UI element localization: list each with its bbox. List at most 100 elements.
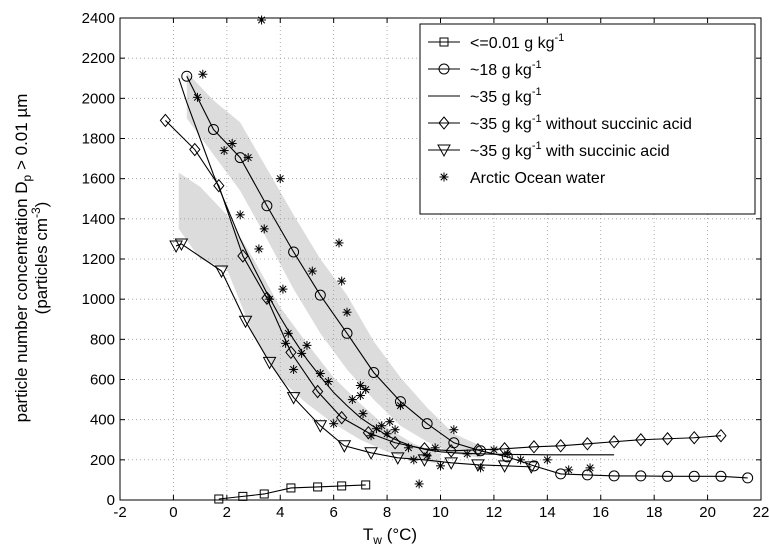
data-point: [742, 472, 754, 484]
data-point: [366, 431, 376, 441]
y-axis-label-line2: (particles cm-3): [29, 202, 51, 315]
data-point: [581, 436, 594, 451]
y-tick-label: 0: [107, 492, 115, 509]
x-tick-label: 2: [223, 504, 231, 521]
data-point: [358, 409, 368, 419]
data-point: [422, 451, 432, 461]
data-point: [635, 432, 647, 447]
y-tick-label: 1200: [82, 251, 115, 268]
y-tick-label: 400: [90, 412, 115, 429]
data-point: [414, 479, 424, 489]
data-point: [323, 377, 333, 387]
x-tick-label: 10: [432, 504, 449, 521]
data-point: [449, 425, 459, 435]
legend-box: [419, 23, 756, 215]
y-tick-label: 2400: [82, 10, 115, 27]
data-point: [661, 431, 674, 446]
data-point: [715, 470, 727, 482]
legend: <=0.01 g kg-1 ~18 g kg-1 ~35 g kg-1 ~35 g k…: [419, 23, 756, 215]
data-point: [585, 463, 595, 473]
data-point: [385, 417, 395, 427]
y-tick-label: 1800: [82, 131, 115, 148]
data-point: [524, 461, 539, 474]
data-point: [445, 444, 457, 458]
data-point: [207, 123, 219, 135]
data-point: [555, 468, 567, 480]
data-point: [307, 266, 317, 276]
data-point: [192, 92, 202, 102]
data-point: [688, 470, 700, 482]
data-point: [286, 483, 296, 493]
axis-ticks: [119, 17, 762, 501]
legend-item: <=0.01 g kg-1: [428, 32, 564, 52]
data-point: [389, 435, 401, 450]
data-point: [364, 447, 378, 460]
x-tick-labels: -2 0 2 4 6 8 10 12 14 16 18 20 22: [113, 504, 769, 521]
data-point: [262, 356, 277, 370]
x-tick-label: 14: [539, 504, 556, 521]
data-point: [281, 338, 291, 348]
x-tick-label: 0: [169, 504, 177, 521]
data-point: [169, 240, 183, 253]
data-point: [213, 178, 225, 193]
series-line: [218, 484, 366, 500]
y-tick-label: 2000: [82, 90, 115, 107]
x-tick-label: 22: [753, 504, 769, 521]
data-point: [198, 69, 208, 79]
legend-marker: [439, 37, 449, 47]
data-point: [288, 246, 300, 258]
data-point: [608, 470, 620, 482]
data-point: [715, 428, 727, 443]
data-point: [334, 238, 344, 248]
data-point: [377, 421, 387, 431]
data-point: [289, 364, 299, 374]
x-tick-label: 4: [276, 504, 284, 521]
data-point: [313, 420, 328, 433]
data-point: [311, 384, 324, 399]
shaded-band-2: [178, 172, 441, 464]
data-point: [275, 174, 285, 184]
x-tick-label: 20: [699, 504, 716, 521]
data-point: [497, 460, 512, 473]
y-tick-labels: 0 200 400 600 800 1000 1200 1400 1600 1800 2000 220…: [82, 10, 115, 509]
data-point: [475, 445, 487, 457]
shaded-band-1: [186, 72, 481, 458]
data-point: [472, 443, 484, 457]
data-point: [254, 244, 264, 254]
data-point: [444, 457, 459, 470]
data-point: [390, 425, 400, 435]
data-point: [361, 385, 371, 395]
data-point: [243, 153, 253, 163]
data-point: [278, 284, 288, 294]
data-point: [261, 200, 273, 212]
data-point: [355, 391, 365, 401]
data-point: [329, 419, 339, 429]
data-point: [337, 276, 347, 286]
legend-marker: [437, 144, 451, 158]
data-point: [181, 70, 193, 82]
legend-item: ~18 g kg-1: [428, 59, 542, 79]
legend-label: ~35 g kg-1 with succinic acid: [470, 140, 670, 160]
series-1: [214, 480, 371, 504]
data-point: [214, 494, 224, 504]
data-point: [361, 480, 371, 490]
x-tick-label: 8: [383, 504, 391, 521]
data-point: [261, 291, 273, 305]
legend-marker: [438, 63, 450, 75]
data-point: [159, 113, 172, 128]
data-point: [257, 15, 267, 25]
data-point: [285, 345, 297, 360]
data-point: [516, 455, 526, 465]
data-point: [436, 461, 445, 471]
data-point: [302, 340, 312, 350]
data-point: [219, 146, 229, 156]
data-point: [662, 470, 674, 482]
legend-item: ~35 g kg-1 without succinic acid: [428, 113, 692, 133]
data-point: [528, 439, 540, 454]
data-point: [214, 265, 229, 279]
data-point: [342, 307, 352, 317]
y-tick-label: 600: [90, 372, 115, 389]
data-point: [502, 449, 512, 459]
y-tick-label: 1400: [82, 211, 115, 228]
data-point: [564, 465, 574, 475]
